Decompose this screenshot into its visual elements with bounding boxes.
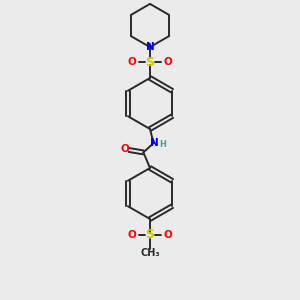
Text: N: N — [146, 42, 154, 52]
Text: O: O — [164, 230, 172, 240]
Text: CH₃: CH₃ — [140, 248, 160, 258]
Text: S: S — [146, 228, 154, 241]
Text: S: S — [146, 56, 154, 69]
Text: H: H — [159, 140, 166, 149]
Text: N: N — [149, 138, 158, 148]
Text: O: O — [128, 57, 136, 67]
Text: O: O — [128, 230, 136, 240]
Text: O: O — [120, 144, 129, 154]
Text: O: O — [164, 57, 172, 67]
